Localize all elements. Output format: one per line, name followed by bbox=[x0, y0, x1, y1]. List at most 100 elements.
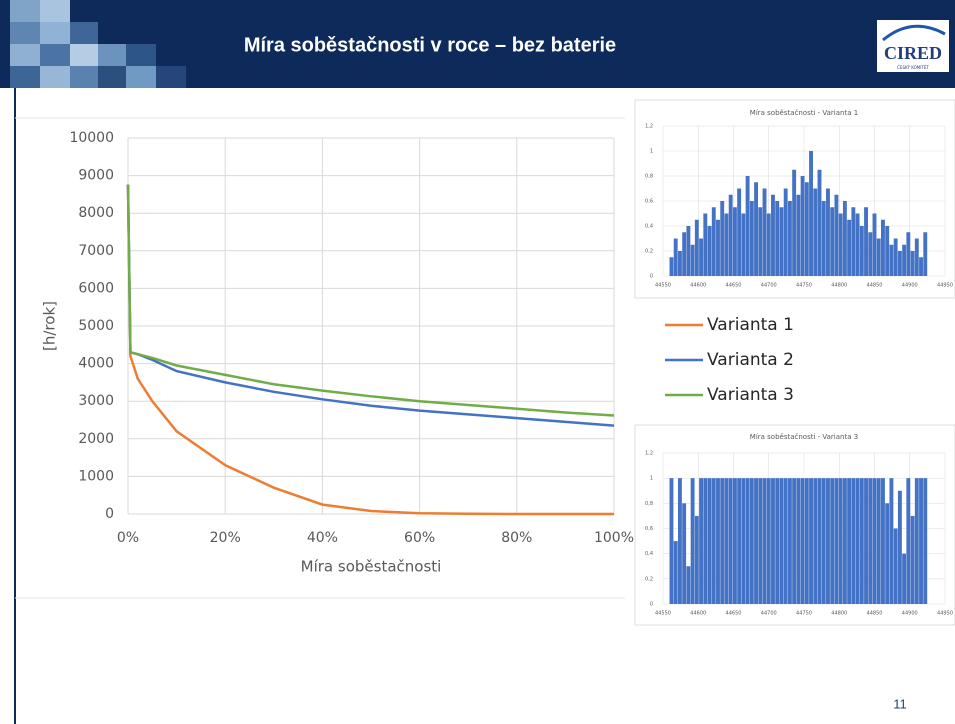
y-tick-label: 0,4 bbox=[645, 551, 653, 557]
bar bbox=[758, 207, 762, 276]
y-tick-label: 2000 bbox=[78, 431, 114, 447]
bar bbox=[733, 207, 737, 276]
x-tick-label: 40% bbox=[307, 530, 338, 546]
bar bbox=[847, 478, 851, 604]
bar bbox=[691, 245, 695, 276]
x-tick-label: 44750 bbox=[796, 283, 812, 289]
y-tick-label: 6000 bbox=[78, 280, 114, 296]
bar bbox=[716, 220, 720, 276]
bar bbox=[906, 232, 910, 276]
slide-title: Míra soběstačnosti v roce – bez baterie bbox=[244, 34, 616, 56]
bar bbox=[834, 195, 838, 276]
bar bbox=[894, 529, 898, 605]
x-tick-label: 44950 bbox=[937, 611, 953, 617]
bar bbox=[699, 478, 703, 604]
bar bbox=[923, 232, 927, 276]
bar bbox=[885, 503, 889, 604]
bar bbox=[839, 478, 843, 604]
chart-title: Míra soběstačnosti - Varianta 1 bbox=[750, 109, 858, 117]
bar bbox=[898, 491, 902, 604]
bar bbox=[809, 151, 813, 276]
bar bbox=[868, 478, 872, 604]
bar bbox=[805, 478, 809, 604]
bar bbox=[902, 245, 906, 276]
bar bbox=[729, 478, 733, 604]
legend-label: Varianta 2 bbox=[707, 350, 794, 370]
x-tick-label: 44550 bbox=[655, 611, 671, 617]
y-tick-label: 0 bbox=[105, 506, 114, 522]
bar bbox=[779, 478, 783, 604]
bar bbox=[834, 478, 838, 604]
y-tick-label: 0 bbox=[650, 274, 653, 280]
bar bbox=[830, 207, 834, 276]
bar bbox=[851, 207, 855, 276]
page-number: 11 bbox=[893, 696, 907, 711]
bar bbox=[708, 226, 712, 276]
bar bbox=[733, 478, 737, 604]
x-tick-label: 44750 bbox=[796, 611, 812, 617]
bar bbox=[830, 478, 834, 604]
bar bbox=[915, 478, 919, 604]
bar bbox=[720, 478, 724, 604]
bar bbox=[792, 478, 796, 604]
bar bbox=[805, 182, 809, 276]
bar bbox=[763, 189, 767, 277]
bar bbox=[796, 195, 800, 276]
y-tick-label: 0,8 bbox=[645, 174, 653, 180]
y-tick-label: 7000 bbox=[78, 243, 114, 259]
x-tick-label: 60% bbox=[404, 530, 435, 546]
bar bbox=[843, 478, 847, 604]
bar bbox=[873, 214, 877, 277]
bar bbox=[737, 478, 741, 604]
y-tick-label: 1 bbox=[650, 149, 653, 155]
bar bbox=[864, 207, 868, 276]
bar bbox=[746, 478, 750, 604]
bar bbox=[873, 478, 877, 604]
bar bbox=[678, 478, 682, 604]
bar bbox=[779, 207, 783, 276]
bar bbox=[851, 478, 855, 604]
bar bbox=[674, 541, 678, 604]
x-tick-label: 20% bbox=[210, 530, 241, 546]
bar bbox=[788, 478, 792, 604]
bar bbox=[741, 214, 745, 277]
bar bbox=[682, 232, 686, 276]
bar bbox=[889, 478, 893, 604]
y-tick-label: 0,2 bbox=[645, 249, 653, 255]
bar bbox=[691, 478, 695, 604]
bar bbox=[847, 220, 851, 276]
bar bbox=[767, 214, 771, 277]
bar bbox=[686, 566, 690, 604]
bar bbox=[695, 516, 699, 604]
bar bbox=[818, 478, 822, 604]
bar bbox=[725, 214, 729, 277]
bar bbox=[809, 478, 813, 604]
x-tick-label: 44950 bbox=[937, 283, 953, 289]
x-axis-label: Míra soběstačnosti bbox=[301, 558, 442, 576]
bar bbox=[784, 478, 788, 604]
bar bbox=[885, 226, 889, 276]
bar bbox=[670, 257, 674, 276]
bar bbox=[923, 478, 927, 604]
x-tick-label: 44600 bbox=[690, 611, 706, 617]
bar bbox=[881, 220, 885, 276]
chart-title: Míra soběstačnosti - Varianta 3 bbox=[750, 433, 858, 441]
bar bbox=[750, 478, 754, 604]
bar bbox=[822, 478, 826, 604]
bar bbox=[775, 478, 779, 604]
bar bbox=[919, 257, 923, 276]
y-tick-label: 8000 bbox=[78, 205, 114, 221]
x-tick-label: 44800 bbox=[831, 611, 847, 617]
bar bbox=[906, 478, 910, 604]
bar bbox=[826, 189, 830, 277]
bar bbox=[911, 516, 915, 604]
bar bbox=[843, 201, 847, 276]
bar bbox=[813, 478, 817, 604]
bar bbox=[801, 176, 805, 276]
y-tick-label: 10000 bbox=[69, 130, 114, 146]
bar bbox=[750, 201, 754, 276]
bar bbox=[775, 201, 779, 276]
x-tick-label: 44850 bbox=[867, 283, 883, 289]
bar bbox=[708, 478, 712, 604]
bar bbox=[725, 478, 729, 604]
